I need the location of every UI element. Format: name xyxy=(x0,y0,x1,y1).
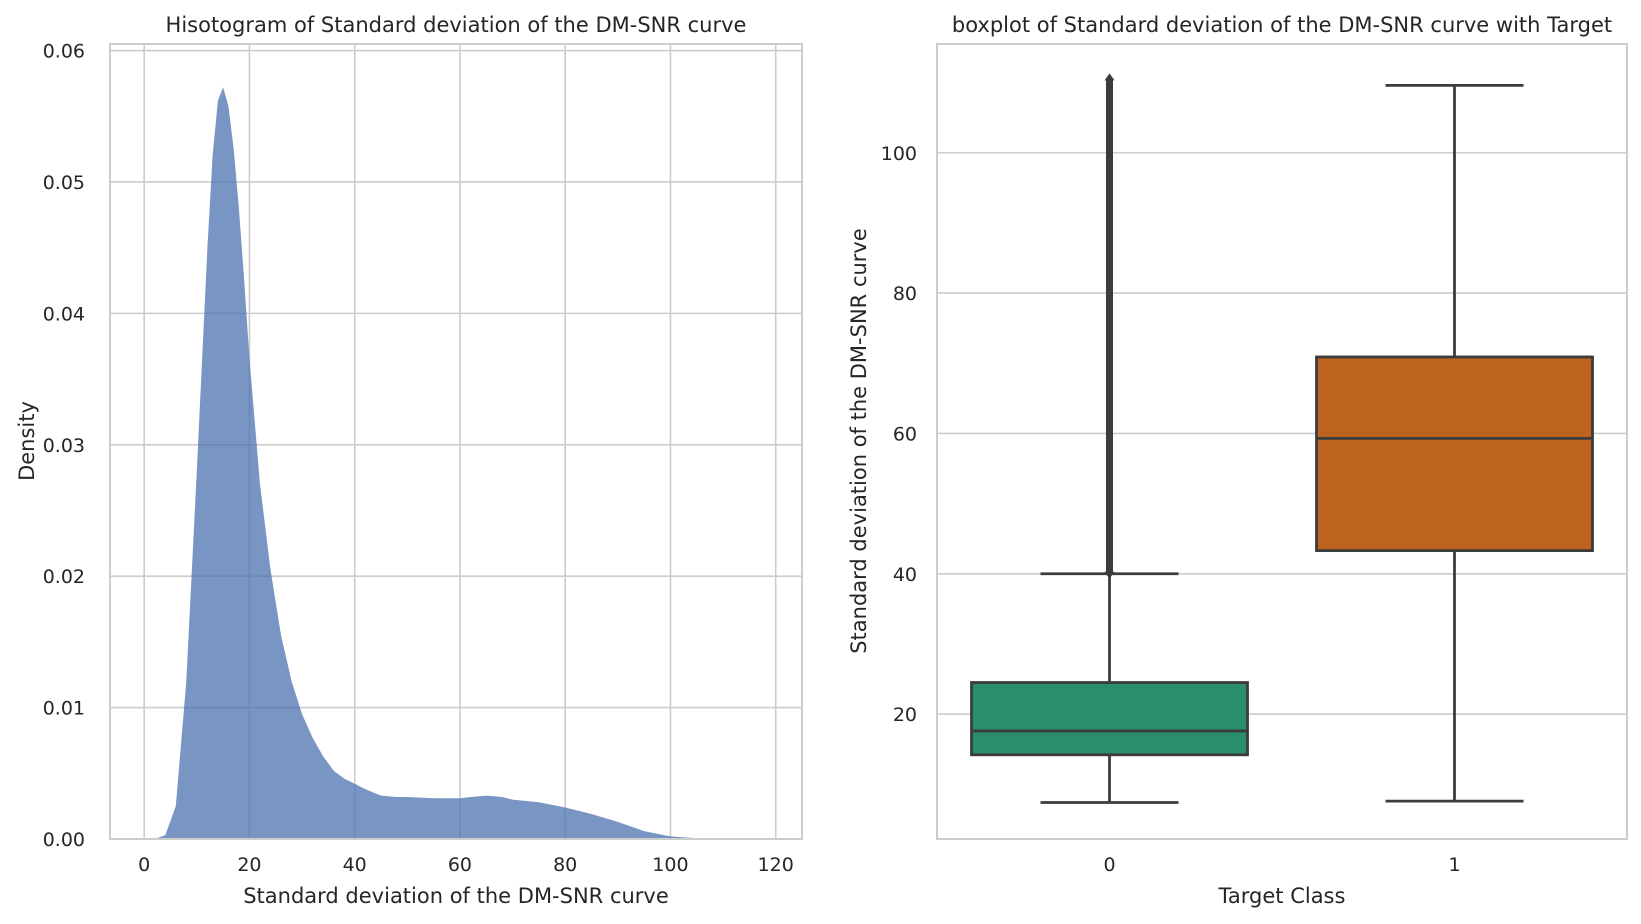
x-tick-label: 60 xyxy=(448,854,472,876)
y-tick-label: 60 xyxy=(893,423,917,445)
x-tick-label: 40 xyxy=(343,854,367,876)
y-tick-label: 40 xyxy=(893,564,917,586)
y-tick-label: 0.06 xyxy=(43,41,85,63)
y-tick-label: 0.00 xyxy=(43,829,85,851)
x-tick-label: 80 xyxy=(553,854,577,876)
y-tick-label: 0.04 xyxy=(43,303,85,325)
x-tick-label: 120 xyxy=(758,854,794,876)
outlier-marker xyxy=(1104,571,1115,579)
y-tick-label: 0.05 xyxy=(43,172,85,194)
density-plot-panel: 0 20 40 60 80 100 120 0.00 0.01 0.02 0.03 0.04 0.05… xyxy=(15,13,803,908)
x-tick-label: 20 xyxy=(237,854,261,876)
y-tick-label: 20 xyxy=(893,704,917,726)
y-axis-label: Standard deviation of the DM-SNR curve xyxy=(847,228,871,654)
y-tick-label: 0.01 xyxy=(43,698,85,720)
y-tick-labels: 0.00 0.01 0.02 0.03 0.04 0.05 0.06 xyxy=(43,41,85,851)
box-iqr xyxy=(970,681,1249,757)
y-tick-label: 80 xyxy=(893,283,917,305)
box-iqr xyxy=(1315,355,1594,553)
chart-title: boxplot of Standard deviation of the DM-… xyxy=(952,13,1612,37)
x-tick-label: 1 xyxy=(1448,854,1460,876)
x-tick-labels: 0 20 40 60 80 100 120 xyxy=(138,854,794,876)
density-area xyxy=(154,87,739,839)
chart-title: Hisotogram of Standard deviation of the … xyxy=(166,13,747,37)
density-curve-fill xyxy=(154,87,739,839)
y-tick-label: 100 xyxy=(881,143,917,165)
y-axis-label: Density xyxy=(15,401,39,481)
plot-frame xyxy=(109,43,803,840)
plot-frame xyxy=(936,43,1628,840)
x-axis-label: Standard deviation of the DM-SNR curve xyxy=(243,884,669,908)
x-tick-label: 0 xyxy=(1103,854,1115,876)
outlier-marker xyxy=(1104,73,1115,81)
x-axis-label: Target Class xyxy=(1218,884,1346,908)
y-tick-label: 0.02 xyxy=(43,566,85,588)
y-tick-label: 0.03 xyxy=(43,435,85,457)
x-tick-label: 100 xyxy=(652,854,688,876)
x-tick-label: 0 xyxy=(138,854,150,876)
box-marks xyxy=(970,73,1594,804)
y-tick-labels: 20 40 60 80 100 xyxy=(881,143,917,726)
outlier-points xyxy=(1106,78,1113,574)
